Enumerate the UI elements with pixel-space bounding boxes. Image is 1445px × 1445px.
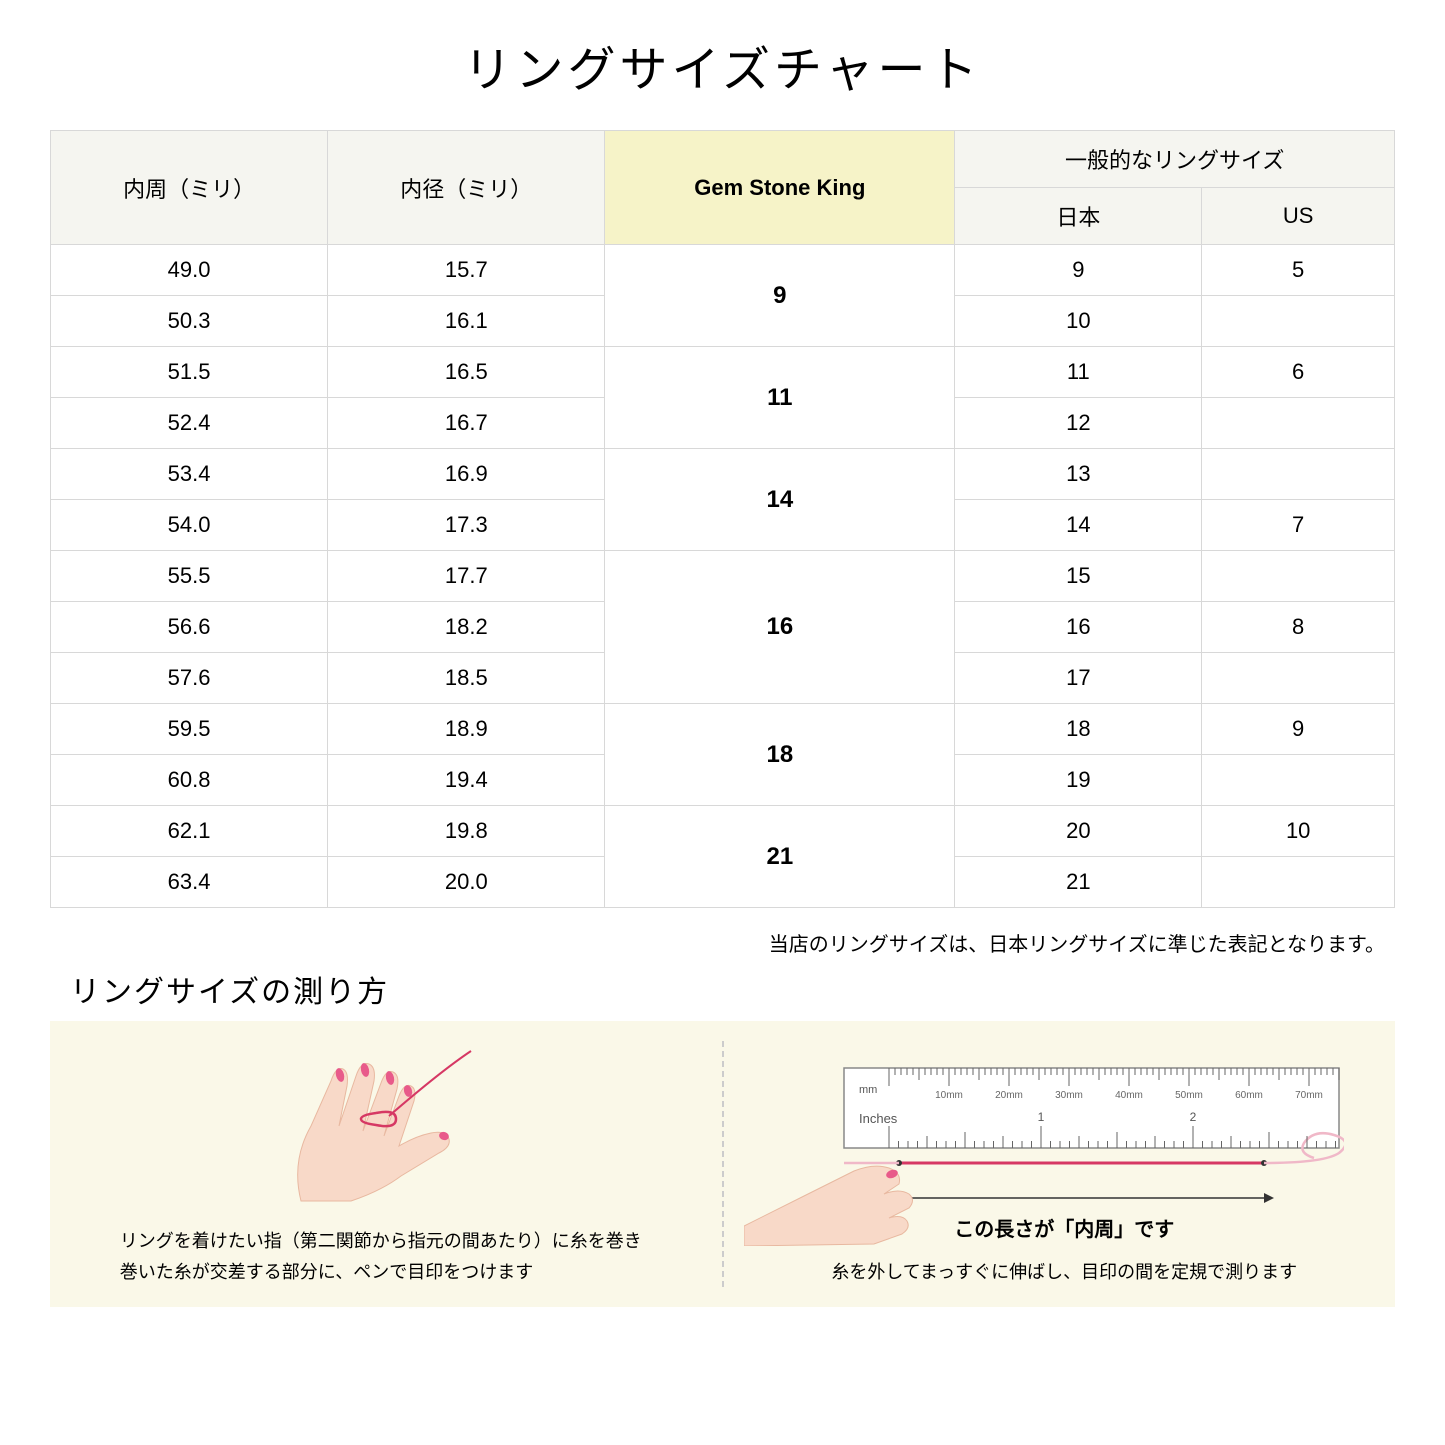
svg-text:1: 1 — [1038, 1110, 1045, 1124]
instruction-panel-1: リングを着けたい指（第二関節から指元の間あたり）に糸を巻き 巻いた糸が交差する部… — [60, 1041, 702, 1287]
cell-us — [1202, 296, 1395, 347]
cell-diam: 16.5 — [328, 347, 605, 398]
cell-diam: 17.3 — [328, 500, 605, 551]
header-us: US — [1202, 188, 1395, 245]
cell-jp: 9 — [955, 245, 1202, 296]
cell-us: 10 — [1202, 806, 1395, 857]
svg-text:70mm: 70mm — [1295, 1090, 1323, 1101]
cell-us — [1202, 449, 1395, 500]
cell-us — [1202, 857, 1395, 908]
cell-circ: 52.4 — [51, 398, 328, 449]
instruction-1-line2: 巻いた糸が交差する部分に、ペンで目印をつけます — [120, 1262, 533, 1282]
svg-text:40mm: 40mm — [1115, 1090, 1143, 1101]
cell-diam: 16.1 — [328, 296, 605, 347]
instruction-2-text: 糸を外してまっすぐに伸ばし、目印の間を定規で測ります — [801, 1257, 1327, 1288]
cell-jp: 15 — [955, 551, 1202, 602]
svg-text:10mm: 10mm — [935, 1090, 963, 1101]
cell-jp: 11 — [955, 347, 1202, 398]
header-gsk: Gem Stone King — [605, 131, 955, 245]
subtitle: リングサイズの測り方 — [70, 967, 1395, 1011]
cell-jp: 20 — [955, 806, 1202, 857]
cell-diam: 16.9 — [328, 449, 605, 500]
cell-circ: 62.1 — [51, 806, 328, 857]
table-row: 62.119.8212010 — [51, 806, 1395, 857]
cell-gsk: 9 — [605, 245, 955, 347]
cell-circ: 60.8 — [51, 755, 328, 806]
cell-us — [1202, 755, 1395, 806]
cell-diam: 18.5 — [328, 653, 605, 704]
header-general: 一般的なリングサイズ — [955, 131, 1395, 188]
cell-gsk: 14 — [605, 449, 955, 551]
header-diameter: 内径（ミリ） — [328, 131, 605, 245]
hand-illustration-1 — [241, 1041, 521, 1211]
cell-us — [1202, 398, 1395, 449]
cell-jp: 17 — [955, 653, 1202, 704]
svg-text:Inches: Inches — [859, 1111, 898, 1126]
instruction-1-text: リングを着けたい指（第二関節から指元の間あたり）に糸を巻き 巻いた糸が交差する部… — [90, 1226, 672, 1287]
cell-jp: 21 — [955, 857, 1202, 908]
header-circumference: 内周（ミリ） — [51, 131, 328, 245]
cell-diam: 18.9 — [328, 704, 605, 755]
measure-label: この長さが「内周」です — [954, 1213, 1174, 1242]
cell-us: 7 — [1202, 500, 1395, 551]
cell-us: 8 — [1202, 602, 1395, 653]
cell-circ: 49.0 — [51, 245, 328, 296]
svg-text:30mm: 30mm — [1055, 1090, 1083, 1101]
cell-diam: 19.8 — [328, 806, 605, 857]
cell-gsk: 16 — [605, 551, 955, 704]
page-title: リングサイズチャート — [50, 30, 1395, 100]
cell-circ: 53.4 — [51, 449, 328, 500]
cell-jp: 19 — [955, 755, 1202, 806]
cell-circ: 63.4 — [51, 857, 328, 908]
table-row: 53.416.91413 — [51, 449, 1395, 500]
cell-gsk: 21 — [605, 806, 955, 908]
cell-circ: 56.6 — [51, 602, 328, 653]
cell-circ: 51.5 — [51, 347, 328, 398]
svg-text:60mm: 60mm — [1235, 1090, 1263, 1101]
cell-gsk: 11 — [605, 347, 955, 449]
cell-circ: 57.6 — [51, 653, 328, 704]
instruction-area: リングを着けたい指（第二関節から指元の間あたり）に糸を巻き 巻いた糸が交差する部… — [50, 1021, 1395, 1307]
cell-us: 6 — [1202, 347, 1395, 398]
table-row: 51.516.511116 — [51, 347, 1395, 398]
cell-jp: 12 — [955, 398, 1202, 449]
table-row: 55.517.71615 — [51, 551, 1395, 602]
header-japan: 日本 — [955, 188, 1202, 245]
note-text: 当店のリングサイズは、日本リングサイズに準じた表記となります。 — [50, 928, 1395, 957]
cell-us: 9 — [1202, 704, 1395, 755]
svg-text:20mm: 20mm — [995, 1090, 1023, 1101]
table-row: 59.518.918189 — [51, 704, 1395, 755]
cell-diam: 19.4 — [328, 755, 605, 806]
cell-us — [1202, 653, 1395, 704]
instruction-1-line1: リングを着けたい指（第二関節から指元の間あたり）に糸を巻き — [120, 1231, 642, 1251]
cell-us — [1202, 551, 1395, 602]
cell-circ: 54.0 — [51, 500, 328, 551]
cell-diam: 20.0 — [328, 857, 605, 908]
hand-illustration-2 — [744, 1126, 924, 1246]
cell-diam: 16.7 — [328, 398, 605, 449]
cell-jp: 10 — [955, 296, 1202, 347]
table-row: 49.015.7995 — [51, 245, 1395, 296]
cell-diam: 18.2 — [328, 602, 605, 653]
cell-jp: 13 — [955, 449, 1202, 500]
cell-diam: 17.7 — [328, 551, 605, 602]
cell-diam: 15.7 — [328, 245, 605, 296]
cell-us: 5 — [1202, 245, 1395, 296]
cell-circ: 55.5 — [51, 551, 328, 602]
svg-text:50mm: 50mm — [1175, 1090, 1203, 1101]
svg-text:2: 2 — [1190, 1110, 1197, 1124]
svg-text:mm: mm — [859, 1084, 877, 1096]
instruction-panel-2: mm Inches 10mm 20mm 30mm 40mm 50mm 60mm 70mm 1 2… — [744, 1041, 1386, 1287]
cell-jp: 16 — [955, 602, 1202, 653]
cell-jp: 18 — [955, 704, 1202, 755]
cell-jp: 14 — [955, 500, 1202, 551]
cell-circ: 50.3 — [51, 296, 328, 347]
size-chart-table: 内周（ミリ） 内径（ミリ） Gem Stone King 一般的なリングサイズ … — [50, 130, 1395, 908]
divider — [722, 1041, 724, 1287]
cell-gsk: 18 — [605, 704, 955, 806]
cell-circ: 59.5 — [51, 704, 328, 755]
